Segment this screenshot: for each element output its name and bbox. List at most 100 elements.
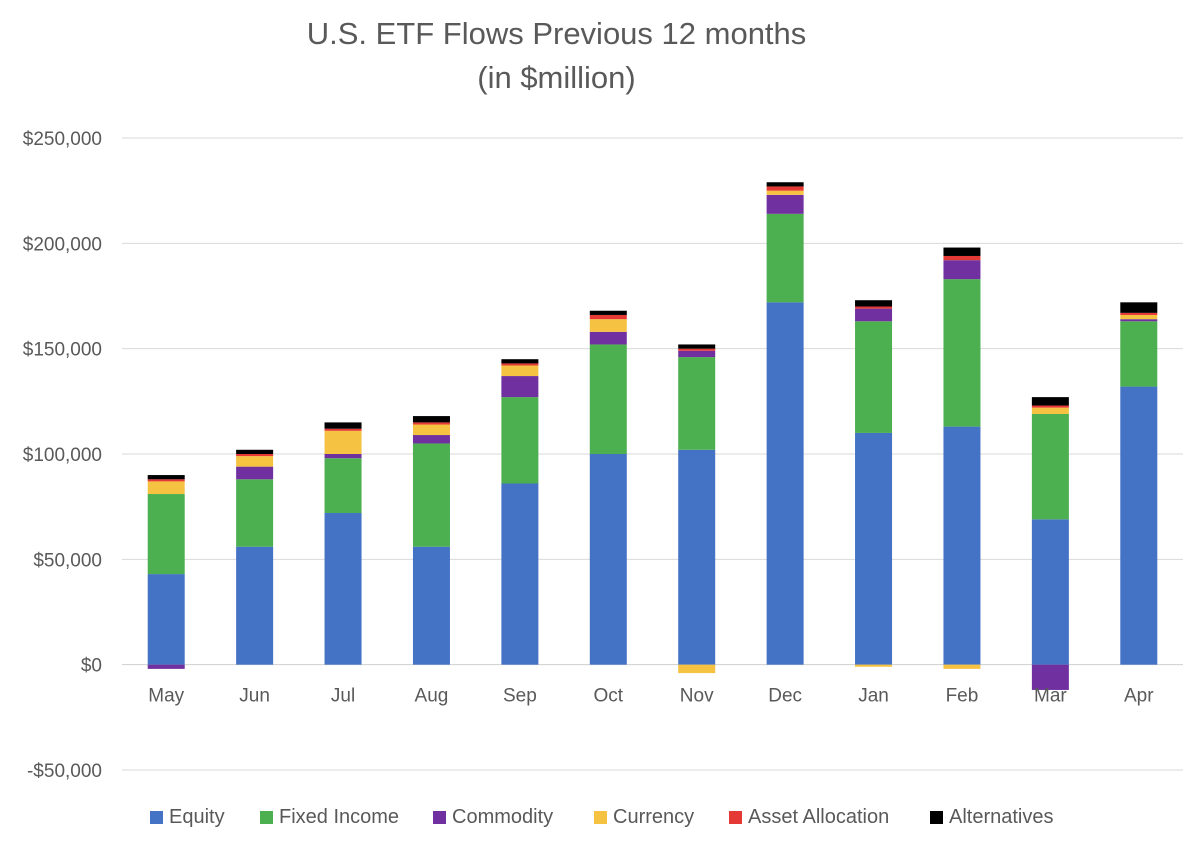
bar-segment: [589, 331, 627, 345]
bar-segment: [1120, 312, 1158, 315]
bar-segment: [855, 664, 893, 667]
bar-segment: [943, 247, 981, 256]
legend-swatch: [594, 811, 607, 824]
bar-segment: [501, 397, 539, 484]
legend-swatch: [729, 811, 742, 824]
legend-label: Asset Allocation: [748, 806, 890, 828]
legend-item: Currency: [594, 806, 694, 829]
chart-subtitle: (in $million): [477, 60, 636, 95]
bar-segment: [147, 664, 185, 669]
bar-segment: [1120, 386, 1158, 665]
legend-label: Commodity: [452, 806, 554, 828]
bar-segment: [766, 186, 804, 191]
bar-segment: [678, 357, 716, 450]
bar-segment: [324, 430, 362, 454]
bar-segment: [501, 359, 539, 364]
bar-segment: [412, 422, 450, 425]
x-tick-label: Feb: [946, 686, 979, 707]
bar-segment: [236, 449, 274, 454]
bar-segment: [855, 432, 893, 665]
bar-segment: [678, 664, 716, 674]
y-tick-label: $200,000: [23, 234, 102, 255]
legend-label: Alternatives: [949, 806, 1054, 828]
legend-swatch: [150, 811, 163, 824]
bar-segment: [147, 481, 185, 495]
bar-segment: [943, 255, 981, 261]
legend-swatch: [433, 811, 446, 824]
bar-segment: [501, 483, 539, 665]
bar-segment: [1031, 405, 1069, 408]
bar-segment: [1120, 319, 1158, 322]
bar-segment: [236, 454, 274, 457]
y-tick-label: -$50,000: [27, 761, 102, 782]
x-tick-label: Dec: [768, 686, 802, 707]
bar-segment: [412, 546, 450, 665]
chart-title-block: U.S. ETF Flows Previous 12 months (in $m…: [0, 12, 1113, 100]
bar-segment: [236, 546, 274, 665]
bar-segment: [147, 475, 185, 480]
stacked-bar-chart: -$50,000 $0 $50,000 $100,000 $150,000 $200,00…: [23, 129, 1183, 782]
bar-segment: [501, 376, 539, 398]
bar-segment: [412, 443, 450, 547]
bar-segment: [1031, 664, 1069, 690]
x-tick-label: Jun: [239, 686, 270, 707]
bar-segment: [1120, 302, 1158, 313]
legend-label: Fixed Income: [279, 806, 400, 828]
bar-segment: [412, 435, 450, 444]
bar-segment: [1031, 397, 1069, 406]
bar-segment: [324, 422, 362, 429]
bar-segment: [501, 365, 539, 377]
bar-segment: [324, 512, 362, 665]
bar-segment: [412, 416, 450, 423]
bar-segment: [147, 574, 185, 665]
bar-segment: [1031, 413, 1069, 520]
bar-segment: [943, 426, 981, 665]
bar-segment: [236, 479, 274, 547]
bar-segment: [589, 314, 627, 320]
bar-segment: [589, 454, 627, 665]
bar-segment: [766, 190, 804, 195]
bar-segment: [943, 664, 981, 669]
bar-segment: [855, 321, 893, 433]
bar-segment: [236, 456, 274, 467]
x-tick-label: Mar: [1034, 686, 1067, 707]
x-tick-label: Jul: [331, 686, 355, 707]
bar-segment: [678, 348, 716, 351]
bar-segment: [943, 279, 981, 427]
bar-segment: [1120, 321, 1158, 387]
bar-segment: [855, 308, 893, 322]
bar-segment: [943, 260, 981, 280]
bar-segment: [412, 424, 450, 436]
bar-segment: [1031, 407, 1069, 414]
y-tick-label: $0: [81, 656, 102, 677]
bar-segment: [147, 479, 185, 482]
y-tick-label: $250,000: [23, 129, 102, 150]
bar-segment: [1031, 519, 1069, 665]
bar-segment: [855, 306, 893, 309]
x-tick-label: Oct: [594, 686, 624, 707]
legend-item: Commodity: [433, 806, 553, 829]
legend-label: Currency: [613, 806, 695, 828]
bar-segment: [324, 428, 362, 431]
bar-segment: [236, 466, 274, 480]
legend-swatch: [930, 811, 943, 824]
legend-swatch: [260, 811, 273, 824]
bar-segment: [1120, 314, 1158, 320]
bar-segment: [766, 213, 804, 303]
x-tick-label: Nov: [680, 686, 714, 707]
legend-label: Equity: [169, 806, 225, 828]
y-tick-label: $150,000: [23, 340, 102, 361]
chart-title: U.S. ETF Flows Previous 12 months: [306, 16, 807, 51]
legend-item: Asset Allocation: [729, 806, 889, 829]
x-tick-label: Aug: [415, 686, 449, 707]
bar-segment: [678, 350, 716, 358]
bar-segment: [324, 458, 362, 513]
x-tick-label: Sep: [503, 686, 537, 707]
bar-segment: [589, 344, 627, 454]
legend-item: Fixed Income: [260, 806, 399, 829]
bar-segment: [501, 363, 539, 366]
bar-segment: [589, 310, 627, 315]
bar-segment: [147, 494, 185, 575]
bar-segment: [589, 319, 627, 332]
bar-segment: [324, 454, 362, 459]
